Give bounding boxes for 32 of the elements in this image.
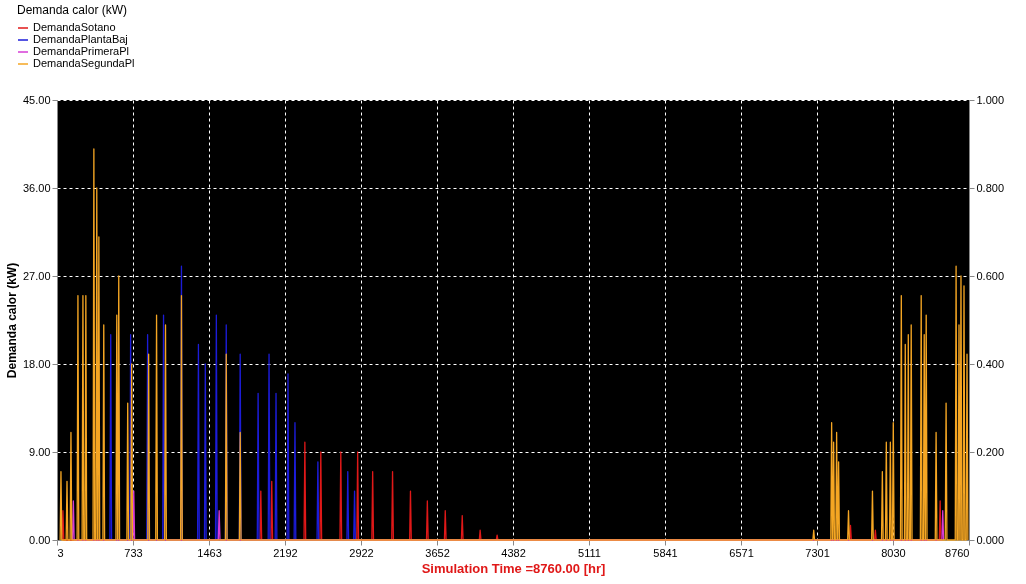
y2-tick-label: 0.600 — [976, 269, 1005, 282]
y2-tick-label: 0.200 — [976, 445, 1005, 458]
legend-title: Demanda calor (kW) — [17, 3, 128, 17]
y2-tick-label: 0.400 — [976, 357, 1005, 370]
y-axis-title: Demanda calor (kW) — [4, 262, 19, 379]
y-tick-label: 18.00 — [22, 357, 51, 370]
legend-label: DemandaSotano — [33, 21, 116, 33]
x-tick-label: 2192 — [273, 546, 298, 559]
x-tick-label: 733 — [124, 546, 143, 559]
x-tick-label: 1463 — [197, 546, 222, 559]
x-tick-label: 5111 — [578, 546, 601, 559]
x-tick-label: 4382 — [501, 546, 526, 559]
y2-tick-label: 1.000 — [976, 93, 1005, 106]
x-tick-label: 2922 — [349, 546, 374, 559]
x-tick-label: 8030 — [881, 546, 906, 559]
y2-tick-label: 0.800 — [976, 181, 1005, 194]
legend-label: DemandaSegundaPl — [33, 57, 135, 69]
y-tick-label: 36.00 — [22, 181, 51, 194]
x-tick-label: 3652 — [425, 546, 450, 559]
y-tick-label: 27.00 — [22, 269, 51, 282]
x-axis-title: Simulation Time =8760.00 [hr] — [421, 560, 606, 576]
x-tick-label: 6571 — [729, 546, 754, 559]
x-tick-label: 5841 — [653, 546, 678, 559]
y-tick-label: 45.00 — [22, 93, 51, 106]
y-tick-label: 0.00 — [29, 533, 51, 546]
y2-tick-label: 0.000 — [976, 533, 1005, 546]
x-tick-label: 7301 — [805, 546, 830, 559]
legend-label: DemandaPlantaBaj — [33, 33, 128, 45]
x-tick-label: 8760 — [945, 546, 970, 559]
x-tick-label: 3 — [57, 546, 64, 559]
legend-label: DemandaPrimeraPl — [33, 45, 129, 57]
y-tick-label: 9.00 — [29, 445, 51, 458]
